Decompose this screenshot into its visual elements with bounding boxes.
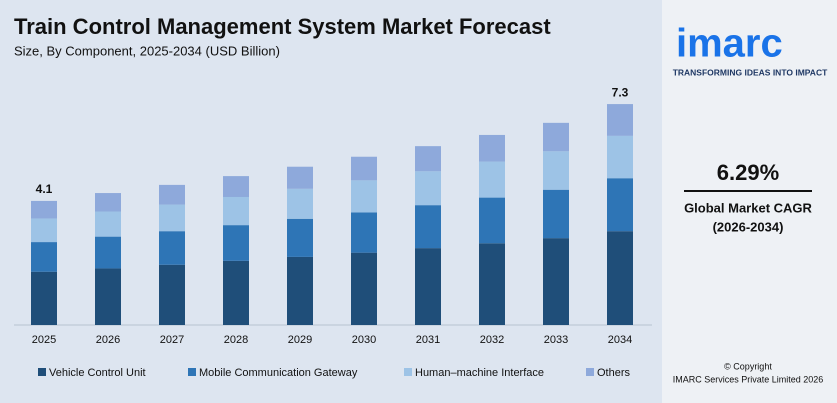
bar-segment	[543, 238, 569, 325]
bar-segment	[351, 180, 377, 213]
bar-segment	[351, 212, 377, 253]
bar-segment	[543, 151, 569, 190]
bar-segment	[479, 243, 505, 325]
bar-segment	[607, 104, 633, 136]
bar-segment	[607, 135, 633, 179]
bar-segment	[223, 260, 249, 325]
bar-segment	[31, 218, 57, 243]
bar-segment	[31, 271, 57, 325]
bar-segment	[351, 156, 377, 181]
x-tick-label: 2032	[480, 334, 504, 346]
bar-segment	[287, 188, 313, 219]
company: IMARC Services Private Limited 2026	[673, 374, 824, 384]
cagr-label: Global Market CAGR	[684, 200, 812, 215]
bar-segment	[159, 264, 185, 325]
bar-segment	[543, 189, 569, 239]
bar-segment	[223, 225, 249, 261]
bar-segment	[415, 248, 441, 325]
bar-segment	[543, 122, 569, 152]
bar-segment	[223, 176, 249, 197]
bar-segment	[415, 171, 441, 206]
legend-swatch	[38, 368, 46, 376]
logo: imarc	[676, 22, 783, 66]
legend-label: Mobile Communication Gateway	[199, 367, 358, 379]
bar-segment	[31, 200, 57, 219]
legend-label: Human–machine Interface	[415, 367, 544, 379]
legend-swatch	[404, 368, 412, 376]
x-tick-label: 2033	[544, 334, 568, 346]
bar-segment	[479, 134, 505, 162]
bar-segment	[415, 205, 441, 249]
x-tick-label: 2025	[32, 334, 56, 346]
bar-segment	[607, 231, 633, 325]
bar-segment	[159, 204, 185, 232]
bar-segment	[159, 231, 185, 265]
side-panel	[662, 0, 837, 403]
x-tick-label: 2026	[96, 334, 120, 346]
bar-segment	[287, 256, 313, 325]
legend-label: Vehicle Control Unit	[49, 367, 146, 379]
tagline: TRANSFORMING IDEAS INTO IMPACT	[673, 67, 828, 77]
chart-subtitle: Size, By Component, 2025-2034 (USD Billi…	[14, 43, 280, 58]
bar-segment	[223, 196, 249, 226]
x-tick-label: 2031	[416, 334, 440, 346]
bar-segment	[287, 166, 313, 189]
x-tick-label: 2027	[160, 334, 184, 346]
total-label: 4.1	[36, 182, 53, 196]
bar-segment	[287, 218, 313, 257]
x-tick-label: 2034	[608, 334, 632, 346]
x-tick-label: 2029	[288, 334, 312, 346]
bar-segment	[95, 236, 121, 269]
cagr-period: (2026-2034)	[713, 219, 784, 234]
bar-segment	[159, 184, 185, 205]
legend-swatch	[188, 368, 196, 376]
legend-label: Others	[597, 367, 631, 379]
chart-title: Train Control Management System Market F…	[14, 14, 551, 39]
bar-segment	[351, 252, 377, 325]
bar-segment	[415, 146, 441, 172]
bar-segment	[95, 193, 121, 212]
copyright: © Copyright	[724, 361, 772, 371]
x-tick-label: 2030	[352, 334, 376, 346]
bar-segment	[607, 178, 633, 232]
bar-segment	[479, 161, 505, 198]
total-label: 7.3	[612, 85, 629, 99]
cagr-value: 6.29%	[717, 160, 779, 185]
bar-segment	[31, 242, 57, 272]
x-tick-label: 2028	[224, 334, 248, 346]
bar-segment	[95, 211, 121, 237]
legend-swatch	[586, 368, 594, 376]
bar-segment	[479, 197, 505, 244]
bar-segment	[95, 268, 121, 325]
